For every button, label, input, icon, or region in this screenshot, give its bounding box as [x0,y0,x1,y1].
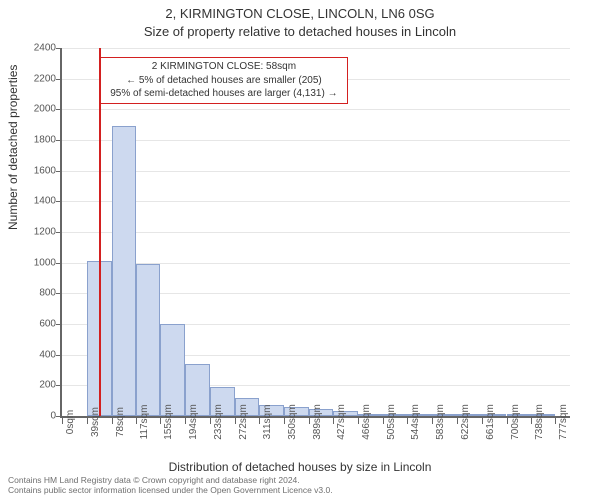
annotation-line1: 2 KIRMINGTON CLOSE: 58sqm [105,60,343,74]
y-tick-label: 2000 [20,104,56,115]
x-tick-mark [112,418,113,424]
x-tick-mark [407,418,408,424]
x-tick-mark [358,418,359,424]
x-tick-label: 505sqm [386,404,397,440]
chart-title-line2: Size of property relative to detached ho… [0,24,600,39]
y-tick-label: 2200 [20,73,56,84]
x-tick-label: 622sqm [460,404,471,440]
x-tick-label: 311sqm [262,405,273,440]
x-tick-label: 700sqm [510,404,521,440]
footer-attribution: Contains HM Land Registry data © Crown c… [8,476,592,496]
x-tick-mark [432,418,433,424]
chart-title-line1: 2, KIRMINGTON CLOSE, LINCOLN, LN6 0SG [0,6,600,21]
y-tick-mark [56,293,62,294]
y-tick-mark [56,385,62,386]
y-tick-label: 200 [20,380,56,391]
y-tick-mark [56,416,62,417]
plot-area: 0200400600800100012001400160018002000220… [60,48,570,418]
y-tick-mark [56,79,62,80]
y-tick-label: 0 [20,411,56,422]
x-tick-label: 78sqm [115,407,126,437]
y-tick-mark [56,232,62,233]
y-tick-mark [56,324,62,325]
y-tick-mark [56,109,62,110]
y-tick-mark [56,263,62,264]
x-tick-mark [507,418,508,424]
x-tick-mark [185,418,186,424]
y-tick-label: 1600 [20,165,56,176]
x-tick-label: 155sqm [163,404,174,440]
y-tick-label: 1200 [20,227,56,238]
y-tick-label: 600 [20,319,56,330]
y-tick-mark [56,48,62,49]
x-tick-label: 233sqm [213,404,224,440]
y-tick-label: 1000 [20,257,56,268]
x-tick-label: 39sqm [90,407,101,437]
y-tick-mark [56,140,62,141]
y-tick-mark [56,171,62,172]
x-tick-mark [62,418,63,424]
x-tick-mark [383,418,384,424]
histogram-bar [112,126,137,416]
gridline [62,232,570,233]
y-tick-label: 800 [20,288,56,299]
x-tick-label: 466sqm [361,404,372,440]
histogram-bar [160,324,185,416]
x-tick-mark [284,418,285,424]
annotation-line2: ← 5% of detached houses are smaller (205… [105,74,343,88]
x-tick-mark [555,418,556,424]
x-tick-label: 427sqm [336,404,347,440]
x-tick-mark [136,418,137,424]
x-tick-label: 272sqm [238,404,249,440]
x-tick-mark [457,418,458,424]
x-tick-mark [531,418,532,424]
x-tick-label: 194sqm [188,404,199,440]
x-tick-mark [235,418,236,424]
x-tick-mark [160,418,161,424]
gridline [62,109,570,110]
x-tick-label: 117sqm [139,405,150,440]
y-tick-label: 1400 [20,196,56,207]
gridline [62,201,570,202]
y-axis-label: Number of detached properties [6,65,20,230]
y-tick-label: 2400 [20,43,56,54]
gridline [62,140,570,141]
x-tick-mark [309,418,310,424]
annotation-line3: 95% of semi-detached houses are larger (… [105,87,343,101]
x-tick-mark [87,418,88,424]
x-tick-label: 777sqm [558,404,569,440]
x-tick-label: 389sqm [312,404,323,440]
gridline [62,171,570,172]
chart-container: 2, KIRMINGTON CLOSE, LINCOLN, LN6 0SG Si… [0,0,600,500]
x-tick-label: 350sqm [287,404,298,440]
histogram-bar [136,264,160,416]
y-tick-mark [56,355,62,356]
x-tick-label: 661sqm [485,404,496,440]
x-tick-mark [259,418,260,424]
annotation-box: 2 KIRMINGTON CLOSE: 58sqm← 5% of detache… [100,57,348,104]
x-tick-label: 544sqm [410,404,421,440]
x-tick-label: 583sqm [435,404,446,440]
y-tick-label: 400 [20,349,56,360]
y-tick-label: 1800 [20,135,56,146]
footer-line2: Contains public sector information licen… [8,486,592,496]
x-axis-label: Distribution of detached houses by size … [0,460,600,474]
x-tick-label: 0sqm [65,410,76,434]
x-tick-mark [210,418,211,424]
gridline [62,48,570,49]
x-tick-label: 738sqm [534,404,545,440]
y-tick-mark [56,201,62,202]
x-tick-mark [482,418,483,424]
x-tick-mark [333,418,334,424]
